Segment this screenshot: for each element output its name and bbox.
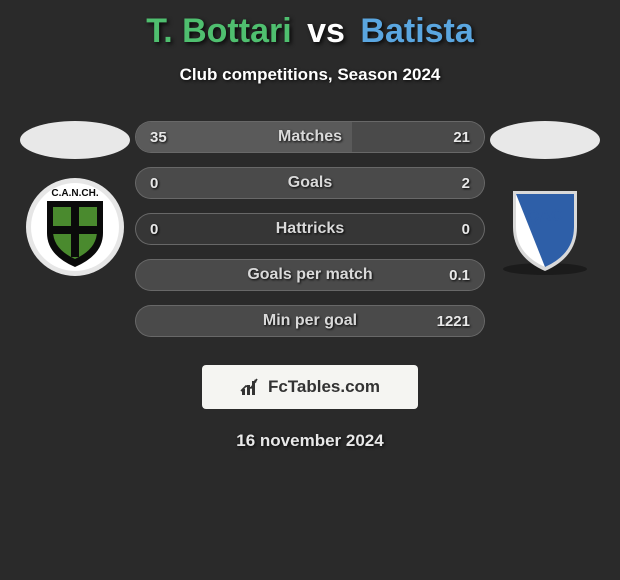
right-column: QAC	[485, 121, 605, 277]
stat-label: Hattricks	[276, 220, 344, 238]
svg-text:QAC: QAC	[527, 207, 564, 225]
canch-shield-icon: C.A.N.CH.	[25, 177, 125, 277]
stats-list: 35 Matches 21 0 Goals 2 0 Hattricks 0 Goals per m…	[135, 121, 485, 337]
stat-value-left: 35	[150, 129, 167, 146]
player2-avatar-placeholder	[490, 121, 600, 159]
date-label: 16 november 2024	[0, 431, 620, 451]
stat-label: Goals	[288, 174, 332, 192]
stat-value-left: 0	[150, 175, 158, 192]
stat-value-left: 0	[150, 221, 158, 238]
stat-row: Goals per match 0.1	[135, 259, 485, 291]
chart-icon	[240, 377, 264, 397]
stat-label: Min per goal	[263, 312, 357, 330]
stat-value-right: 2	[462, 175, 470, 192]
club-badge-right: QAC	[495, 177, 595, 277]
player2-name: Batista	[360, 12, 473, 50]
player1-avatar-placeholder	[20, 121, 130, 159]
stat-label: Matches	[278, 128, 342, 146]
left-column: C.A.N.CH.	[15, 121, 135, 277]
stat-row: 35 Matches 21	[135, 121, 485, 153]
stat-value-right: 21	[453, 129, 470, 146]
page-title: T. Bottari vs Batista	[0, 0, 620, 51]
qac-shield-icon: QAC	[495, 177, 595, 277]
stat-row: 0 Hattricks 0	[135, 213, 485, 245]
stat-label: Goals per match	[247, 266, 372, 284]
svg-text:C.A.N.CH.: C.A.N.CH.	[51, 188, 98, 199]
stat-value-right: 0	[462, 221, 470, 238]
stat-row: 0 Goals 2	[135, 167, 485, 199]
stat-value-right: 0.1	[449, 267, 470, 284]
main-content: C.A.N.CH. 35 Matches 21 0 Goals 2 0 Hattricks 0 G…	[0, 121, 620, 337]
brand-text: FcTables.com	[268, 377, 380, 397]
subtitle: Club competitions, Season 2024	[0, 65, 620, 85]
club-badge-left: C.A.N.CH.	[25, 177, 125, 277]
comparison-card: T. Bottari vs Batista Club competitions,…	[0, 0, 620, 451]
stat-value-right: 1221	[437, 313, 470, 330]
stat-row: Min per goal 1221	[135, 305, 485, 337]
player1-name: T. Bottari	[146, 12, 291, 50]
vs-separator: vs	[307, 12, 345, 50]
brand-box[interactable]: FcTables.com	[202, 365, 418, 409]
